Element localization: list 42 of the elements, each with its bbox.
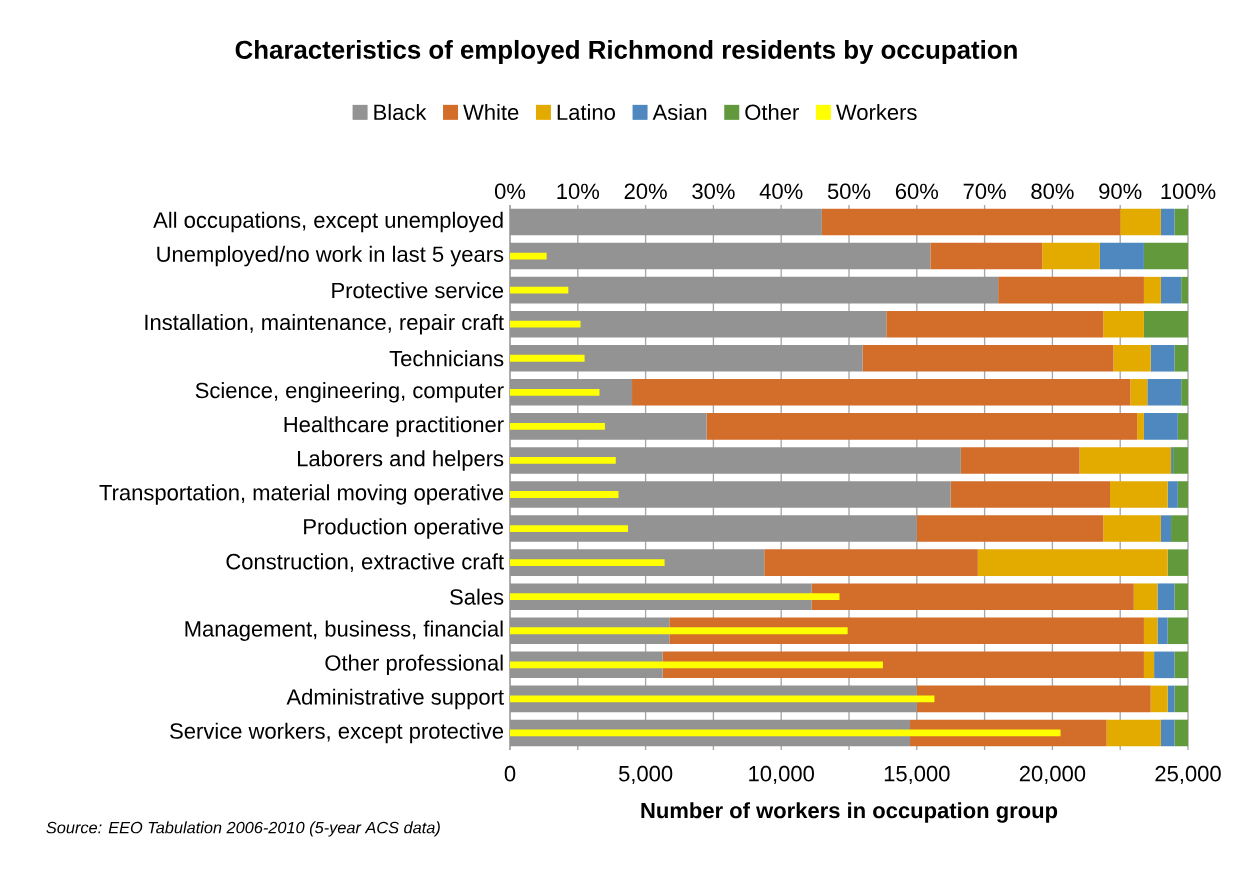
x2-tick-label: 100% — [1161, 183, 1216, 200]
x-axis-title: Number of workers in occupation group — [641, 802, 1058, 823]
y-tick-label: Administrative support — [286, 688, 504, 710]
legend-label: Asian — [652, 103, 707, 121]
y-tick-label: Healthcare practitioner — [284, 416, 504, 437]
x-tick-label: 0 — [504, 765, 516, 782]
x2-tick-label: 80% — [1031, 183, 1074, 200]
y-tick-label: Production operative — [304, 518, 504, 539]
chart-title: Characteristics of employed Richmond residents by occupation — [235, 39, 1017, 65]
x-tick-label: 25,000 — [1155, 765, 1221, 785]
legend-label: White — [463, 103, 519, 121]
y-tick-label: Protective service — [332, 282, 504, 299]
y-tick-label: Other professional — [325, 654, 503, 676]
y-tick-label: Laborers and helpers — [298, 450, 504, 471]
x-tick-label: 15,000 — [884, 765, 950, 785]
x2-tick-label: 50% — [827, 183, 871, 200]
x2-tick-label: 30% — [692, 183, 735, 200]
y-tick-label: Service workers, except protective — [170, 722, 504, 744]
legend-label: Black — [374, 103, 427, 121]
y-tick-label: Science, engineering, computer — [195, 382, 504, 403]
x2-tick-label: 90% — [1099, 183, 1142, 200]
legend-label: Workers — [836, 103, 917, 121]
y-tick-label: All occupations, except unemployed — [153, 211, 503, 233]
x2-tick-label: 70% — [963, 183, 1006, 200]
y-tick-label: Management, business, financial — [185, 620, 503, 642]
x-tick-label: 10,000 — [749, 765, 814, 785]
legend-label: Other — [745, 103, 799, 121]
x2-tick-label: 60% — [895, 183, 939, 200]
y-tick-label: Installation, maintenance, repair craft — [145, 313, 504, 335]
y-tick-label: Technicians — [389, 350, 504, 367]
x2-tick-label: 40% — [759, 183, 803, 200]
legend-label: Latino — [557, 103, 615, 121]
y-tick-label: Construction, extractive craft — [226, 553, 504, 573]
x2-tick-label: 0% — [494, 183, 526, 200]
x2-tick-label: 10% — [557, 183, 600, 200]
x2-tick-label: 20% — [624, 183, 667, 200]
y-tick-label: Transportation, material moving operative — [99, 484, 504, 505]
y-tick-label: Unemployed/no work in last 5 years — [157, 245, 504, 267]
x-tick-label: 5,000 — [618, 765, 673, 785]
source-note: Source: EEO Tabulation 2006-2010 (5-year ACS data) — [46, 821, 440, 837]
x-tick-label: 20,000 — [1019, 765, 1086, 785]
y-tick-label: Sales — [450, 588, 504, 605]
